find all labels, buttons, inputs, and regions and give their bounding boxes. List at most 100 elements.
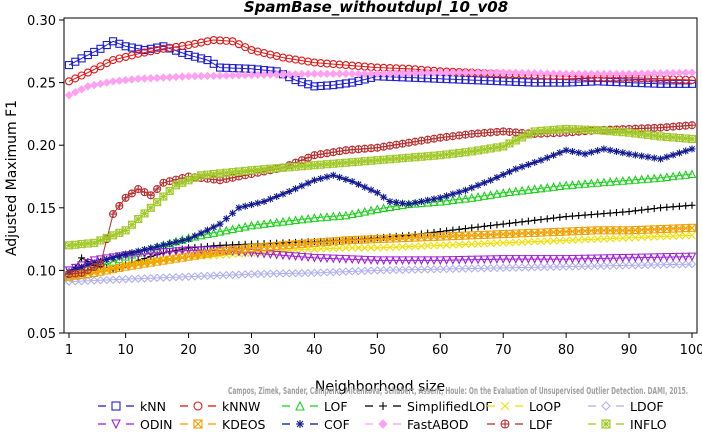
data-point — [517, 263, 527, 272]
legend-label: kNN — [140, 399, 166, 414]
data-point — [121, 75, 130, 85]
data-point — [480, 263, 489, 273]
data-point — [581, 235, 589, 244]
data-point — [631, 260, 640, 270]
data-point — [505, 238, 514, 247]
data-point — [599, 177, 609, 187]
data-point — [530, 184, 540, 194]
data-point — [379, 69, 388, 78]
data-point — [278, 251, 288, 261]
data-point — [159, 248, 168, 258]
data-point — [587, 235, 596, 244]
data-point — [455, 225, 463, 233]
data-point — [423, 68, 432, 78]
data-point — [285, 188, 293, 196]
data-point — [96, 260, 105, 269]
data-point — [643, 253, 653, 263]
data-point — [461, 225, 469, 233]
data-point — [561, 180, 571, 190]
data-point — [317, 175, 325, 183]
data-point — [322, 81, 332, 90]
data-point — [487, 176, 495, 184]
legend-item-loop: LoOP — [487, 399, 561, 414]
y-axis-label: Adjusted Maximum F1 — [4, 100, 20, 256]
data-point — [580, 69, 590, 79]
data-point — [354, 62, 363, 71]
data-point — [561, 69, 571, 79]
data-point — [367, 243, 375, 252]
data-point — [442, 241, 451, 249]
legend-label: LDF — [529, 417, 553, 432]
data-point — [102, 59, 111, 68]
data-point — [574, 179, 584, 189]
x-tick-label: 10 — [117, 343, 134, 358]
data-point — [253, 219, 263, 229]
data-point — [555, 236, 564, 245]
series-inflo — [64, 124, 697, 250]
data-point — [196, 71, 206, 81]
data-point — [291, 55, 300, 64]
data-point — [310, 58, 319, 67]
series-ldof — [64, 259, 697, 286]
data-point — [587, 69, 596, 79]
data-point — [77, 85, 86, 94]
data-point — [190, 246, 200, 256]
data-point — [505, 68, 514, 77]
data-point — [398, 256, 407, 266]
data-point — [682, 202, 690, 210]
data-point — [83, 68, 92, 77]
data-point — [335, 60, 344, 69]
data-point — [253, 269, 263, 279]
data-point — [203, 226, 211, 234]
data-point — [630, 175, 640, 184]
data-point — [618, 176, 628, 185]
data-point — [656, 79, 665, 88]
data-point — [366, 266, 376, 275]
data-point — [542, 262, 552, 272]
data-point — [90, 65, 99, 74]
data-point — [322, 254, 332, 264]
data-point — [177, 246, 187, 256]
data-point — [600, 145, 608, 153]
data-point — [341, 267, 351, 276]
data-point — [448, 240, 457, 249]
data-point — [511, 238, 520, 247]
data-point — [537, 237, 545, 246]
data-point — [454, 264, 464, 274]
data-point — [662, 253, 672, 262]
data-point — [556, 213, 564, 221]
y-tick-label: 0.15 — [27, 202, 56, 217]
data-point — [108, 275, 118, 284]
data-point — [561, 262, 571, 271]
data-point — [335, 254, 344, 264]
data-point — [228, 270, 237, 280]
data-point — [347, 69, 357, 79]
data-point — [178, 41, 187, 51]
data-point — [480, 239, 489, 248]
data-point — [360, 266, 370, 276]
data-point — [550, 151, 558, 159]
data-point — [247, 248, 256, 258]
data-point — [499, 68, 508, 77]
data-point — [524, 68, 533, 78]
data-point — [474, 239, 482, 248]
x-tick-label: 1 — [65, 343, 73, 358]
data-point — [341, 61, 350, 70]
data-point — [122, 250, 130, 258]
data-point — [430, 241, 438, 250]
data-point — [531, 216, 539, 224]
data-point — [373, 266, 382, 275]
data-point — [152, 273, 162, 283]
data-point — [493, 221, 501, 229]
data-point — [279, 190, 287, 198]
data-point — [184, 72, 193, 81]
data-point — [423, 135, 432, 144]
data-point — [341, 69, 351, 79]
data-point — [247, 269, 256, 279]
data-point — [467, 255, 477, 265]
data-point — [134, 74, 143, 84]
data-point — [335, 69, 344, 79]
data-point — [631, 207, 639, 215]
data-point — [580, 77, 590, 86]
data-point — [153, 243, 161, 251]
